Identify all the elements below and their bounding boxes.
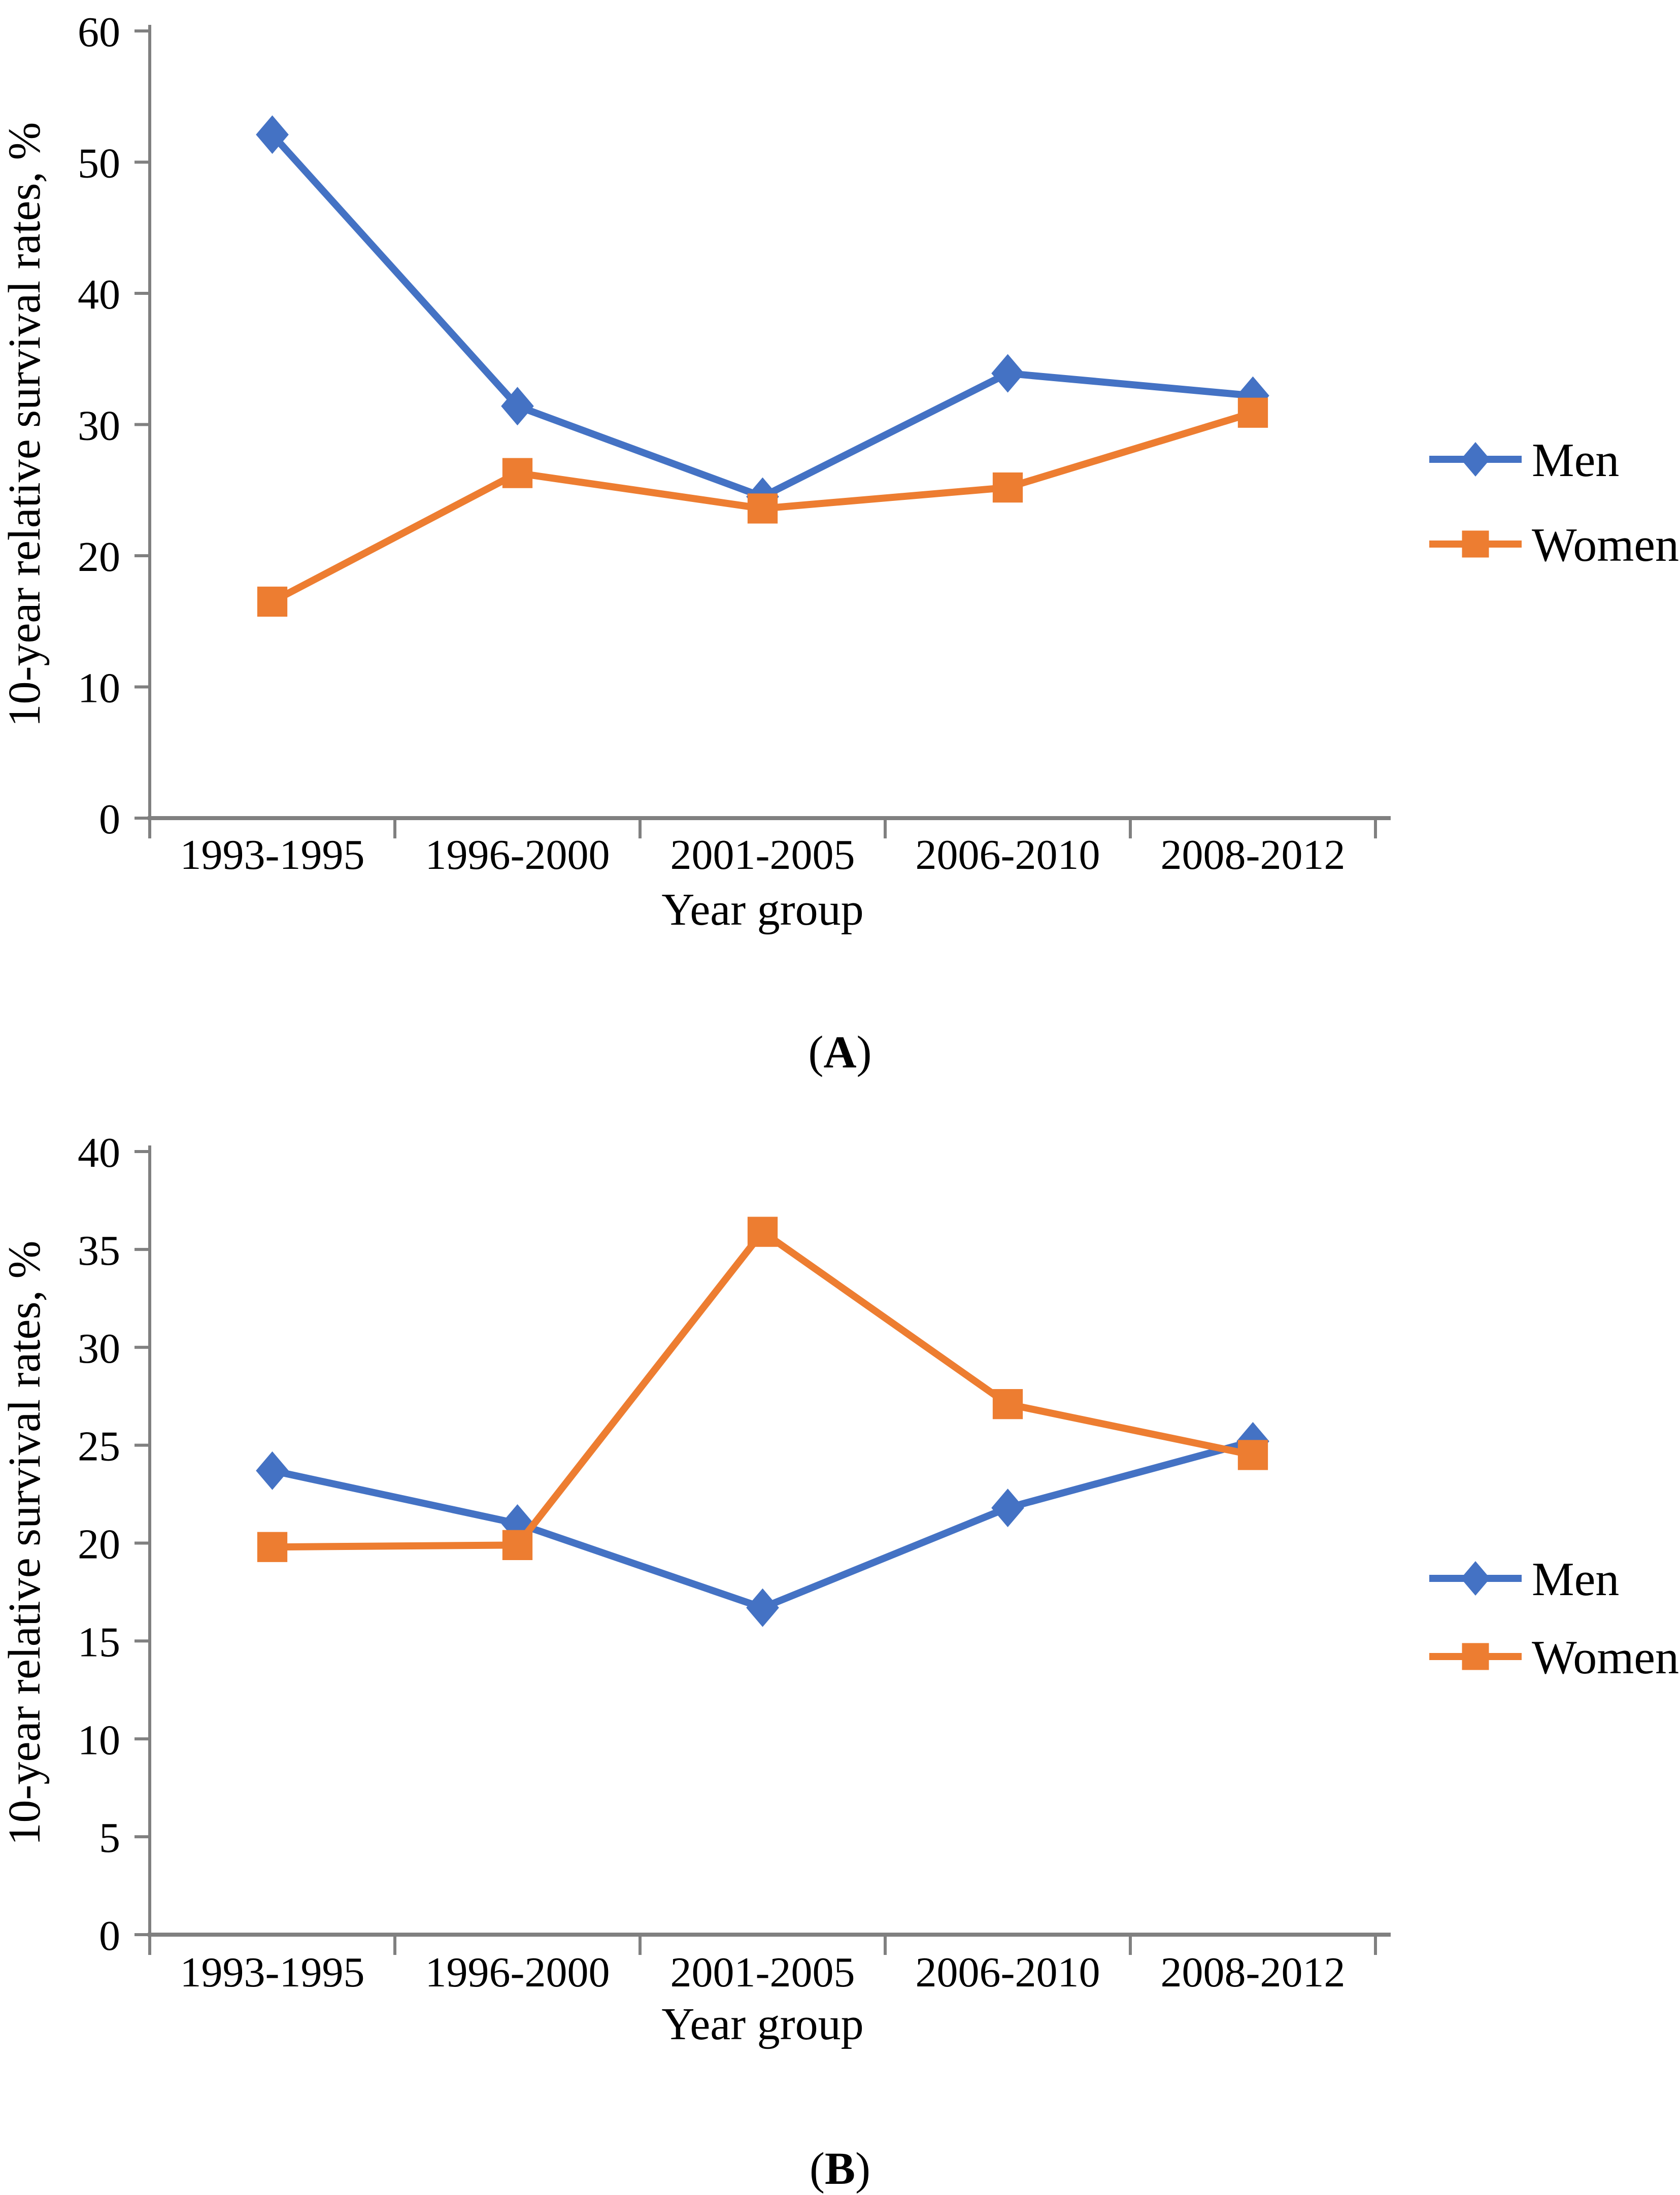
x-tick-label: 2001-2005	[670, 1949, 855, 1996]
y-tick-label: 10	[78, 1716, 120, 1764]
men-marker	[991, 354, 1024, 393]
women-marker	[992, 472, 1023, 503]
x-tick-label: 2008-2012	[1161, 1949, 1346, 1996]
men-series-line	[270, 132, 1254, 501]
x-tick-label: 1996-2000	[425, 831, 610, 879]
men-marker	[256, 1451, 289, 1490]
caption-close-paren: )	[856, 1027, 872, 1077]
x-tick-label: 1993-1995	[180, 831, 365, 879]
y-tick-label: 40	[78, 1129, 120, 1176]
y-tick-label: 20	[78, 1521, 120, 1568]
legend-men-label: Men	[1532, 434, 1619, 487]
y-tick-label: 5	[99, 1814, 120, 1862]
y-axis-title: 10-year relative survival rates, %	[0, 122, 50, 727]
chart-b-caption: (B)	[0, 2143, 1680, 2195]
men-marker	[746, 1588, 779, 1627]
men-series-line	[272, 1438, 1254, 1612]
chart-b-section: 0 5 10 15 20 25 30 35 40 1993-1995 1996-2000 2001-2…	[0, 1089, 1680, 2194]
chart-a-caption: (A)	[0, 1026, 1680, 1078]
x-tick-label: 1993-1995	[180, 1949, 365, 1996]
women-marker	[257, 1532, 288, 1562]
x-tick-label: 1996-2000	[425, 1949, 610, 1996]
women-marker	[992, 1389, 1023, 1420]
women-marker	[1237, 1440, 1268, 1470]
men-marker	[991, 1489, 1024, 1528]
y-tick-label: 20	[78, 533, 120, 581]
caption-letter: A	[823, 1027, 857, 1077]
chart-b-canvas: 0 5 10 15 20 25 30 35 40 1993-1995 1996-2000 2001-2…	[0, 1129, 1679, 2049]
legend-women-label: Women	[1532, 519, 1679, 571]
women-marker	[502, 1530, 533, 1560]
legend-men-label: Men	[1532, 1553, 1619, 1606]
y-tick-label: 40	[78, 271, 120, 318]
women-marker	[747, 493, 778, 524]
legend-women-marker	[1462, 530, 1489, 558]
x-axis-title: Year group	[661, 1999, 863, 2049]
y-tick-label: 30	[78, 1325, 120, 1372]
y-tick-label: 15	[78, 1618, 120, 1666]
y-tick-label: 60	[78, 9, 120, 56]
legend-men-marker	[1461, 442, 1490, 477]
caption-letter: B	[824, 2144, 856, 2194]
y-axis-title: 10-year relative survival rates, %	[0, 1241, 50, 1846]
x-tick-label: 2006-2010	[916, 831, 1100, 879]
chart-a-canvas: 0 10 20 30 40 50 60 1993-1995 1996-2000 2001-2005…	[0, 9, 1679, 935]
chart-a-section: 0 10 20 30 40 50 60 1993-1995 1996-2000 2001-2005…	[0, 0, 1680, 1089]
x-tick-label: 2001-2005	[670, 831, 855, 879]
women-marker	[747, 1217, 778, 1247]
y-tick-label: 50	[78, 140, 120, 187]
y-tick-label: 25	[78, 1423, 120, 1470]
caption-close-paren: )	[855, 2144, 870, 2194]
x-axis-title: Year group	[661, 885, 863, 935]
women-marker	[257, 586, 288, 617]
men-marker	[256, 115, 289, 154]
y-tick-label: 0	[99, 1912, 120, 1960]
y-tick-label: 0	[99, 796, 120, 843]
men-marker	[501, 387, 534, 426]
y-tick-label: 10	[78, 665, 120, 712]
women-marker	[502, 458, 533, 488]
legend-women-label: Women	[1532, 1631, 1679, 1684]
x-tick-label: 2006-2010	[916, 1949, 1100, 1996]
caption-open-paren: (	[810, 2144, 825, 2194]
y-tick-label: 35	[78, 1227, 120, 1274]
legend-women-marker	[1462, 1643, 1489, 1670]
y-tick-label: 30	[78, 402, 120, 450]
x-tick-label: 2008-2012	[1161, 831, 1346, 879]
women-marker	[1237, 397, 1268, 428]
caption-open-paren: (	[808, 1027, 824, 1077]
men-marker	[501, 1504, 534, 1543]
legend-men-marker	[1461, 1561, 1490, 1596]
